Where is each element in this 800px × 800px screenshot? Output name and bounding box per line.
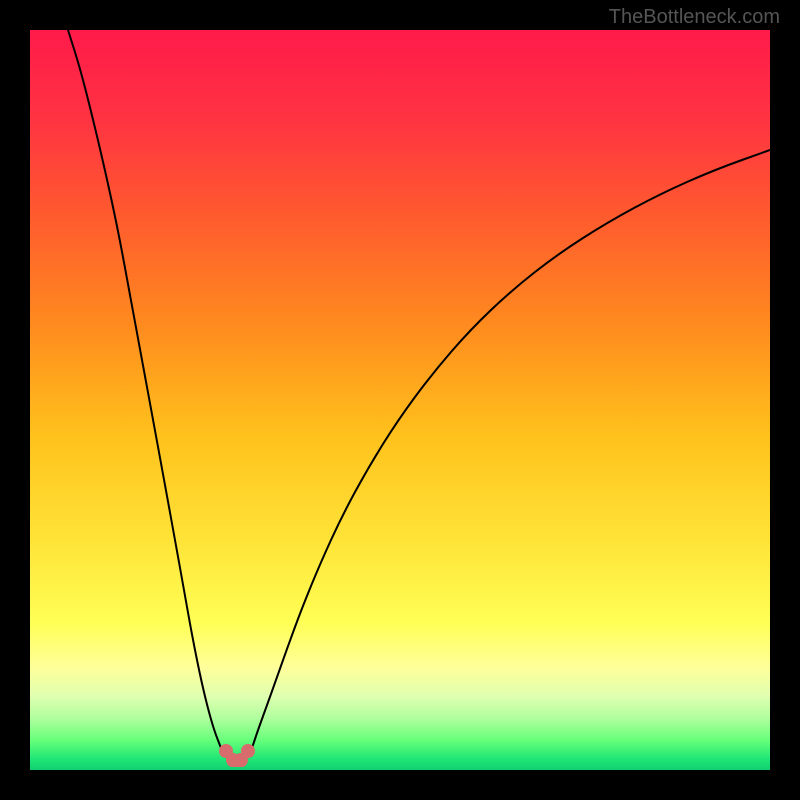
chart-frame [30,30,770,770]
chart-background [30,30,770,770]
watermark-text: TheBottleneck.com [609,6,780,29]
chart-svg [30,30,770,770]
